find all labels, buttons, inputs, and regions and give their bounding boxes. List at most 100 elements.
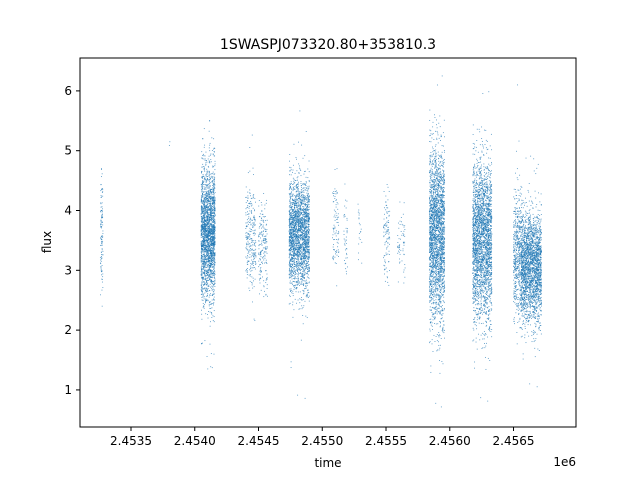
data-point [294, 243, 296, 245]
data-point [304, 270, 306, 272]
data-point [255, 261, 257, 263]
data-point [296, 238, 298, 240]
data-point [207, 225, 209, 227]
data-point [301, 297, 302, 298]
data-point [214, 233, 216, 235]
data-point [202, 262, 204, 264]
data-point [213, 227, 215, 229]
data-point [294, 250, 296, 252]
data-point [260, 253, 261, 255]
data-point [307, 229, 309, 231]
data-point [208, 155, 210, 157]
data-point [204, 230, 206, 232]
data-point [206, 290, 208, 292]
data-point [297, 179, 298, 181]
data-point [207, 208, 209, 210]
data-point [252, 194, 254, 196]
data-point [212, 224, 214, 226]
data-point [297, 212, 299, 214]
data-point [300, 262, 302, 264]
data-point [264, 216, 266, 217]
data-point [206, 185, 208, 187]
data-point [296, 187, 298, 189]
data-point [307, 188, 309, 190]
data-point [252, 277, 254, 279]
data-point [203, 215, 205, 217]
data-point [205, 229, 207, 231]
data-point [307, 277, 309, 279]
data-point [210, 249, 212, 251]
data-point [306, 245, 308, 247]
data-point [306, 258, 308, 260]
data-point [203, 223, 204, 225]
data-point [297, 249, 299, 251]
data-point [259, 282, 261, 284]
data-point [260, 253, 262, 255]
data-point [214, 160, 216, 162]
data-point [200, 232, 202, 234]
data-point [297, 254, 299, 256]
data-point [308, 187, 310, 189]
data-point [297, 247, 299, 249]
data-point [266, 223, 268, 225]
data-point [291, 221, 293, 223]
data-point [204, 179, 206, 181]
data-point [252, 197, 254, 199]
data-point [304, 249, 306, 251]
data-point [306, 233, 308, 235]
data-point [209, 245, 210, 247]
data-point [203, 273, 205, 275]
data-point [264, 242, 266, 244]
data-point [101, 168, 102, 170]
data-point [204, 207, 205, 209]
data-point [207, 212, 209, 214]
data-point [210, 185, 211, 187]
data-point [207, 209, 209, 211]
data-point [206, 222, 208, 224]
data-point [203, 168, 205, 170]
data-point [299, 242, 300, 244]
data-point [203, 237, 205, 239]
data-point [209, 343, 211, 345]
data-point [207, 277, 209, 279]
data-point [306, 211, 307, 213]
data-point [297, 250, 299, 252]
data-point [213, 178, 215, 180]
data-point [213, 226, 215, 228]
data-point [208, 231, 210, 233]
data-point [206, 279, 208, 281]
data-point [207, 257, 209, 259]
data-point [308, 206, 310, 208]
data-point [213, 253, 215, 254]
data-point [207, 259, 209, 261]
data-point [294, 225, 295, 227]
data-point [202, 258, 204, 260]
data-point [290, 250, 292, 251]
data-point [214, 173, 216, 175]
data-point [213, 275, 215, 277]
data-point [252, 207, 254, 209]
data-point [207, 243, 209, 245]
data-point [308, 239, 310, 241]
data-point [307, 215, 309, 217]
data-point [306, 281, 308, 283]
data-point [203, 246, 205, 248]
data-point [205, 160, 207, 162]
data-point [211, 260, 212, 262]
data-point [266, 252, 268, 254]
data-point [210, 269, 212, 271]
data-point [294, 217, 296, 219]
data-point [208, 296, 210, 298]
data-point [210, 303, 212, 305]
data-point [297, 220, 299, 222]
data-point [101, 210, 103, 211]
data-point [248, 274, 250, 276]
data-point [208, 201, 210, 202]
data-point [211, 189, 212, 191]
data-point [304, 397, 306, 399]
data-point [291, 207, 293, 209]
data-point [247, 200, 249, 202]
data-point [210, 257, 212, 259]
data-point [291, 212, 293, 214]
data-point [307, 226, 309, 228]
